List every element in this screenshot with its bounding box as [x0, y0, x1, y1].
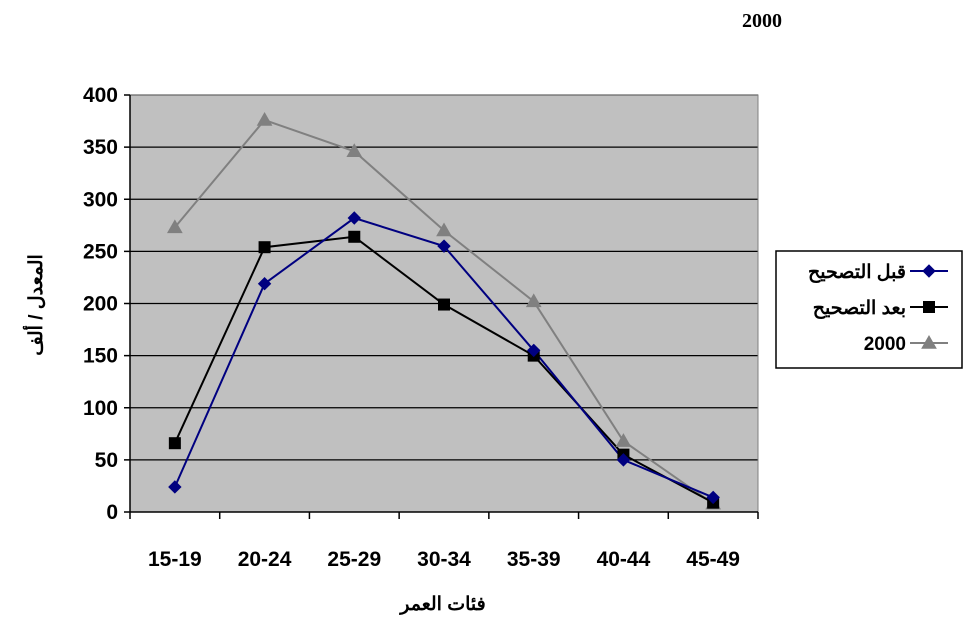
series-markers — [166, 112, 722, 510]
legend: قبل التصحيح بعد التصحيح 2000 — [775, 250, 963, 369]
legend-items: قبل التصحيح بعد التصحيح 2000 — [808, 262, 948, 355]
data-point-diamond — [168, 480, 182, 494]
x-tick-labels: 15-19 20-24 25-29 30-34 35-39 40-44 45-49 — [148, 548, 740, 571]
y-tick-label: 0 — [106, 501, 118, 524]
y-tick-label: 400 — [83, 84, 118, 107]
legend-marker-square — [923, 301, 935, 313]
data-point-diamond — [706, 490, 720, 505]
data-point-diamond — [257, 276, 272, 291]
x-tick-label: 35-39 — [507, 548, 561, 571]
data-point-diamond — [437, 239, 451, 253]
data-point-square — [258, 241, 271, 254]
y-tick-label: 100 — [83, 397, 118, 420]
x-tick-label: 20-24 — [238, 548, 292, 571]
data-point-diamond — [347, 211, 361, 225]
y-tick-label: 200 — [83, 293, 118, 316]
data-point-diamond — [616, 453, 631, 467]
y-tick-label: 350 — [83, 136, 118, 159]
legend-item: 2000 — [864, 334, 948, 355]
data-point-diamond — [527, 343, 541, 358]
x-tick-label: 45-49 — [686, 548, 740, 571]
legend-label: بعد التصحيح — [813, 298, 906, 319]
y-tick-labels: 0 50 100 150 200 250 300 350 400 — [83, 84, 118, 524]
legend-label: قبل التصحيح — [808, 262, 906, 283]
data-point-triangle — [166, 219, 183, 234]
legend-item: قبل التصحيح — [808, 262, 948, 283]
x-tick-label: 25-29 — [327, 548, 381, 571]
y-tick-label: 150 — [83, 345, 118, 368]
x-tick-label: 40-44 — [597, 548, 651, 571]
data-point-square — [348, 230, 361, 243]
data-point-triangle — [346, 143, 363, 158]
y-axis-title: المعدل / ألف — [22, 254, 47, 356]
legend-item: بعد التصحيح — [813, 298, 948, 319]
data-point-triangle — [256, 112, 273, 126]
y-tick-label: 250 — [83, 240, 118, 263]
legend-label: 2000 — [864, 334, 906, 355]
legend-marker-diamond — [922, 264, 936, 278]
y-tick-label: 300 — [83, 188, 118, 211]
chart-title: 2000 — [742, 10, 782, 32]
x-tick-label: 30-34 — [417, 548, 471, 571]
x-axis-title: فئات العمر — [398, 594, 485, 615]
data-point-square — [438, 298, 450, 311]
data-point-triangle — [615, 433, 632, 447]
data-point-triangle — [436, 222, 452, 237]
x-tick-label: 15-19 — [148, 548, 202, 571]
data-point-triangle — [525, 293, 542, 308]
axes — [124, 94, 759, 519]
y-tick-label: 50 — [95, 449, 118, 472]
legend-marker-triangle — [921, 334, 937, 349]
data-point-square — [168, 437, 181, 450]
